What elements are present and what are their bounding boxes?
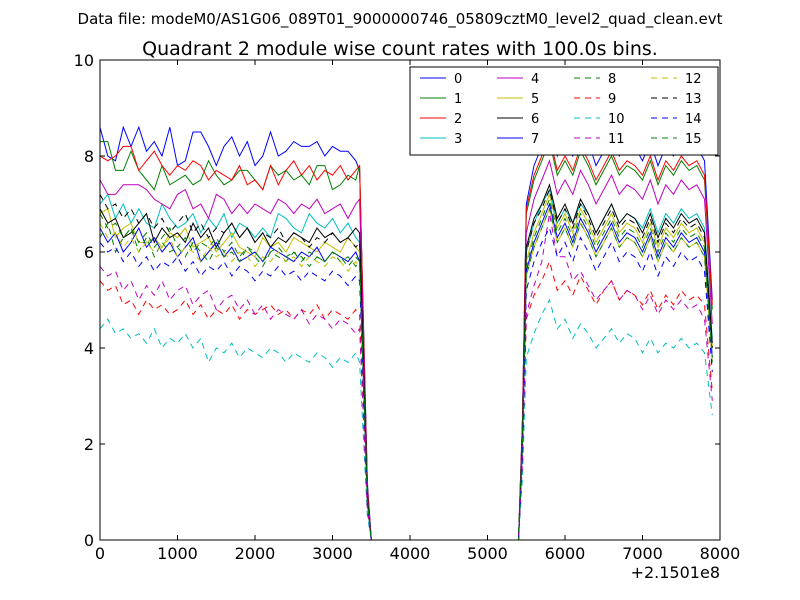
series-line-5: [100, 192, 713, 540]
x-tick-label: 2000: [235, 544, 276, 563]
legend-label-0: 0: [454, 72, 462, 87]
x-tick-label: 8000: [700, 544, 741, 563]
chart-title: Quadrant 2 module wise count rates with …: [142, 38, 658, 60]
legend-label-12: 12: [685, 72, 702, 87]
series-lines: [100, 117, 713, 540]
legend-label-1: 1: [454, 92, 462, 107]
series-line-14: [100, 226, 713, 540]
series-line-10: [100, 298, 713, 540]
x-tick-label: 1000: [157, 544, 198, 563]
x-tick-label: 0: [95, 544, 105, 563]
series-line-3: [100, 188, 713, 540]
legend-box: [409, 66, 719, 156]
legend-label-15: 15: [685, 132, 702, 147]
y-tick-label: 6: [84, 243, 94, 262]
series-line-7: [100, 202, 713, 540]
figure-suptitle: Data file: modeM0/AS1G06_089T01_90000007…: [77, 10, 723, 28]
series-line-9: [100, 260, 713, 540]
y-tick-label: 0: [84, 531, 94, 550]
series-line-15: [100, 197, 713, 540]
x-tick-label: 5000: [467, 544, 508, 563]
y-tick-label: 8: [84, 147, 94, 166]
legend-label-4: 4: [531, 72, 539, 87]
y-tick-label: 4: [84, 339, 94, 358]
x-offset-label: +2.1501e8: [631, 563, 720, 582]
legend-label-14: 14: [685, 112, 702, 127]
series-line-6: [100, 183, 713, 540]
series-line-11: [100, 213, 713, 540]
legend-label-11: 11: [608, 132, 625, 147]
legend-label-9: 9: [608, 92, 616, 107]
series-line-2: [100, 135, 713, 540]
series-line-13: [100, 187, 713, 540]
x-tick-label: 6000: [545, 544, 586, 563]
legend-label-6: 6: [531, 112, 539, 127]
series-line-1: [100, 139, 713, 540]
legend-label-8: 8: [608, 72, 616, 87]
legend-label-13: 13: [685, 92, 702, 107]
x-tick-label: 7000: [622, 544, 663, 563]
x-tick-label: 4000: [390, 544, 431, 563]
series-line-12: [100, 207, 713, 540]
legend-label-3: 3: [454, 132, 462, 147]
legend-label-7: 7: [531, 132, 539, 147]
series-line-8: [100, 207, 713, 540]
y-tick-label: 2: [84, 435, 94, 454]
legend-label-2: 2: [454, 112, 462, 127]
legend-label-5: 5: [531, 92, 539, 107]
series-line-4: [100, 159, 713, 540]
legend-label-10: 10: [608, 112, 625, 127]
x-tick-label: 3000: [312, 544, 353, 563]
series-line-0: [100, 117, 713, 540]
y-tick-label: 10: [74, 51, 94, 70]
